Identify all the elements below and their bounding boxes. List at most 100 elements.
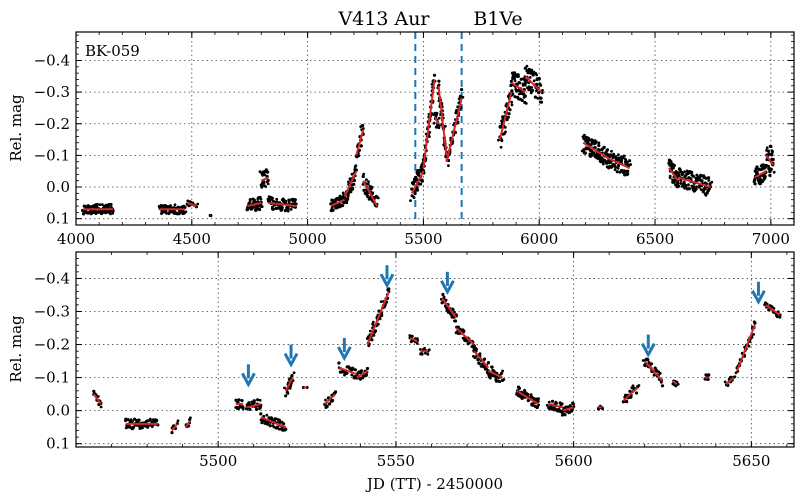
data-point [535, 89, 538, 92]
fit-segment [672, 380, 678, 385]
data-point [707, 176, 711, 180]
data-point [385, 300, 389, 304]
data-point [554, 400, 558, 404]
event-arrow [241, 364, 256, 388]
data-point [351, 186, 355, 190]
data-point [150, 424, 154, 428]
data-point [287, 200, 291, 204]
data-point [176, 419, 180, 423]
data-point [196, 202, 200, 206]
data-point [324, 398, 327, 402]
chart-title-star: V413 Aur [337, 8, 430, 30]
data-point [606, 148, 609, 152]
data-point [637, 384, 641, 387]
data-point [526, 392, 530, 396]
data-point [419, 182, 423, 186]
data-point [367, 180, 370, 184]
top-grid [75, 32, 794, 225]
data-point [451, 308, 455, 312]
data-point [686, 171, 690, 176]
data-point [159, 204, 163, 208]
data-point [550, 399, 555, 403]
data-point [689, 177, 693, 181]
data-point [434, 112, 439, 116]
data-point [359, 144, 363, 148]
data-point [258, 398, 262, 402]
fit-segment [473, 350, 490, 369]
data-point [529, 89, 533, 93]
fit-segment [736, 324, 756, 372]
event-arrow-head [440, 280, 455, 295]
data-point [680, 170, 684, 174]
data-point [603, 145, 606, 149]
data-point [523, 66, 527, 70]
data-point [684, 184, 688, 188]
data-point [755, 165, 759, 169]
data-point [457, 97, 461, 101]
data-point [669, 160, 673, 163]
data-point [767, 164, 770, 168]
data-point [756, 170, 759, 174]
data-point [341, 204, 345, 208]
fit-segment [410, 170, 425, 194]
data-point [241, 407, 245, 411]
fit-segment [324, 393, 337, 405]
data-point [283, 209, 287, 213]
data-point [507, 115, 510, 119]
y-tick-label: 0.1 [46, 210, 70, 228]
fit-segment [171, 423, 179, 432]
data-point [128, 425, 132, 429]
event-arrow [379, 265, 395, 289]
data-point [698, 186, 701, 189]
data-point [379, 300, 383, 303]
event-arrow [440, 271, 455, 295]
data-point [240, 399, 244, 403]
data-point [704, 176, 708, 180]
data-point [262, 414, 266, 418]
data-point [692, 185, 696, 188]
data-point [487, 373, 490, 376]
data-point [372, 333, 376, 337]
data-point [347, 180, 350, 184]
data-point [436, 125, 441, 129]
data-point [354, 164, 358, 168]
data-point [444, 298, 448, 302]
fit-segment [754, 170, 767, 179]
fit-segment [246, 403, 262, 409]
data-point [462, 329, 466, 333]
data-point [524, 102, 528, 105]
data-point [370, 185, 374, 189]
data-point [479, 365, 483, 368]
fit-segment [338, 366, 358, 376]
data-point [536, 96, 540, 100]
data-point [461, 95, 465, 99]
fit-segment [582, 141, 610, 160]
data-point [607, 166, 611, 170]
data-point [169, 204, 172, 208]
data-point [624, 393, 628, 397]
data-point [501, 369, 504, 373]
y-tick-label: −0.4 [34, 269, 70, 287]
data-point [278, 206, 281, 210]
fit-segment [355, 129, 365, 156]
data-point [262, 181, 266, 185]
fit-segment [765, 154, 774, 166]
data-point [513, 77, 516, 80]
fit-segment [260, 416, 287, 429]
data-point [446, 311, 450, 314]
data-point [380, 313, 384, 318]
data-point [629, 163, 633, 166]
data-point [286, 209, 290, 213]
data-point [234, 398, 238, 402]
data-point [624, 158, 628, 162]
data-point [259, 412, 263, 416]
data-point [694, 187, 698, 191]
data-point [769, 167, 773, 171]
object-label: BK-059 [85, 42, 140, 60]
x-axis-label: JD (TT) - 2450000 [365, 475, 503, 493]
data-point [339, 204, 343, 208]
data-point [364, 373, 368, 377]
data-point [366, 182, 370, 186]
data-point [612, 152, 616, 156]
data-point [361, 123, 365, 128]
